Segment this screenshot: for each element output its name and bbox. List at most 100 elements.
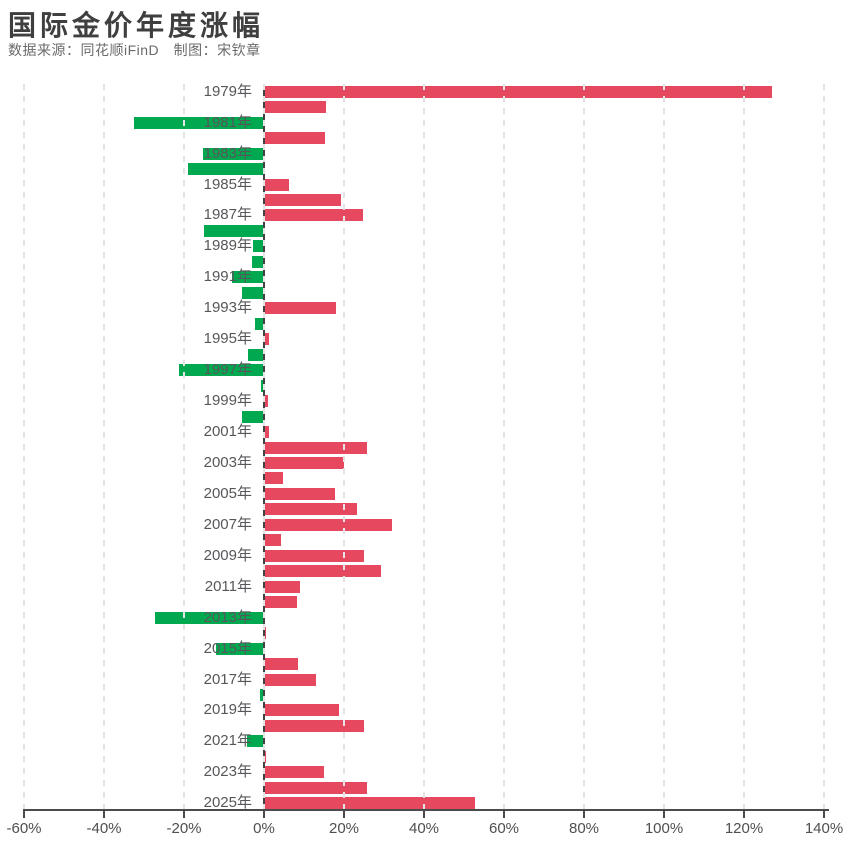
year-label-1993: 1993年 (203, 299, 252, 317)
x-tick-label-140: 140% (804, 820, 844, 837)
x-tick-mark-20 (343, 811, 345, 818)
bar-1997 (178, 364, 264, 377)
bar-1981 (134, 116, 264, 129)
bar-2021 (246, 735, 264, 748)
bar-2019 (264, 704, 339, 717)
bar-2025 (264, 797, 476, 810)
bar-2005 (264, 487, 336, 500)
bar-2011 (264, 580, 301, 593)
x-tick-label-20: 20% (328, 820, 360, 837)
bar-2000 (242, 410, 264, 423)
bar-1994 (255, 317, 264, 330)
year-label-1983: 1983年 (203, 144, 252, 162)
x-tick-mark--60 (23, 811, 25, 818)
x-tick-mark-80 (583, 811, 585, 818)
bar-2022 (264, 750, 267, 763)
bar-1980 (264, 101, 326, 114)
year-label-2019: 2019年 (203, 701, 252, 719)
year-label-1999: 1999年 (203, 392, 252, 410)
bar-1979 (264, 85, 772, 98)
bar-2008 (264, 534, 282, 547)
year-label-1979: 1979年 (203, 82, 252, 100)
bar-2002 (264, 441, 367, 454)
year-label-2001: 2001年 (203, 423, 252, 441)
x-tick-mark-40 (423, 811, 425, 818)
bar-1982 (264, 132, 326, 145)
bar-1992 (242, 286, 264, 299)
bar-2009 (264, 549, 365, 562)
gridline--20 (183, 84, 185, 811)
year-label-1987: 1987年 (203, 206, 252, 224)
x-tick-mark-140 (823, 811, 825, 818)
bar-1993 (264, 302, 336, 315)
x-tick-label-80: 80% (568, 820, 600, 837)
chart-title: 国际金价年度涨幅 (8, 10, 265, 41)
bar-1983 (202, 147, 264, 160)
chart-subtitle: 数据来源：同花顺iFinD 制图：宋钦章 (8, 42, 261, 58)
bar-2017 (264, 673, 316, 686)
bar-1990 (251, 255, 264, 268)
x-tick-label-120: 120% (724, 820, 764, 837)
year-label-2009: 2009年 (203, 546, 252, 564)
bar-2013 (154, 611, 264, 624)
bar-1988 (204, 224, 264, 237)
year-label-2021: 2021年 (203, 732, 252, 750)
year-label-2007: 2007年 (203, 515, 252, 533)
year-label-2015: 2015年 (203, 639, 252, 657)
x-tick-label--40: -40% (86, 820, 122, 837)
bar-1987 (264, 209, 363, 222)
year-label-2025: 2025年 (203, 794, 252, 812)
bar-2006 (264, 503, 358, 516)
bar-2023 (264, 766, 324, 779)
bar-1998 (260, 379, 264, 392)
x-tick-label-40: 40% (408, 820, 440, 837)
gridline-140 (823, 84, 825, 811)
year-label-1989: 1989年 (203, 237, 252, 255)
x-tick-mark-0 (263, 811, 265, 818)
x-tick-label-60: 60% (488, 820, 520, 837)
year-label-2023: 2023年 (203, 763, 252, 781)
year-label-1981: 1981年 (203, 113, 252, 131)
bar-2003 (264, 456, 344, 469)
year-label-2011: 2011年 (204, 577, 252, 595)
x-tick-mark-60 (503, 811, 505, 818)
x-tick-label--20: -20% (166, 820, 202, 837)
year-label-1991: 1991年 (203, 268, 252, 286)
bar-1996 (247, 348, 264, 361)
bar-2020 (264, 719, 364, 732)
bar-2024 (264, 781, 368, 794)
x-tick-label--60: -60% (6, 820, 42, 837)
bar-2001 (264, 426, 269, 439)
bar-2010 (264, 565, 382, 578)
bar-1989 (253, 240, 264, 253)
bar-1991 (232, 271, 264, 284)
bar-2012 (264, 596, 298, 609)
year-label-1995: 1995年 (203, 330, 252, 348)
year-label-2005: 2005年 (203, 484, 252, 502)
x-tick-mark-120 (743, 811, 745, 818)
x-tick-mark--40 (103, 811, 105, 818)
bar-2004 (264, 472, 284, 485)
year-label-1985: 1985年 (203, 175, 252, 193)
year-label-2017: 2017年 (203, 670, 252, 688)
x-tick-mark--20 (183, 811, 185, 818)
gridline-60 (503, 84, 505, 811)
gridline--60 (23, 84, 25, 811)
x-tick-label-100: 100% (644, 820, 684, 837)
bar-2015 (215, 642, 264, 655)
bar-2014 (264, 627, 267, 640)
x-tick-label-0: 0% (253, 820, 275, 837)
x-axis-line (23, 809, 829, 811)
bar-1999 (264, 395, 268, 408)
bar-2016 (264, 658, 298, 671)
gridline-40 (423, 84, 425, 811)
bar-2018 (260, 688, 264, 701)
year-label-2003: 2003年 (203, 453, 252, 471)
gridline-0 (263, 84, 265, 811)
x-tick-mark-100 (663, 811, 665, 818)
year-label-2013: 2013年 (203, 608, 252, 626)
bar-1995 (264, 333, 270, 346)
bar-1985 (264, 178, 290, 191)
